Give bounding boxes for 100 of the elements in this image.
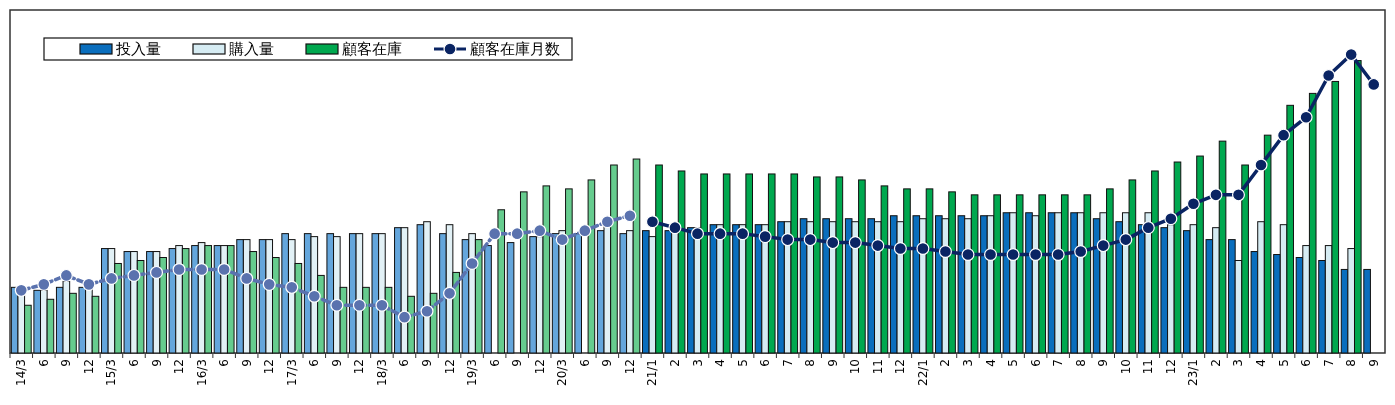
point [555, 233, 569, 247]
x-tick-label: 8 [803, 359, 818, 367]
point [1164, 212, 1178, 226]
x-tick-label: 9 [239, 359, 254, 367]
point [1029, 248, 1043, 262]
x-tick-label: 6 [1299, 359, 1314, 367]
x-tick-label: 9 [1096, 359, 1111, 367]
point [736, 227, 750, 241]
x-tick-label: 4 [713, 359, 728, 367]
point [916, 242, 930, 256]
x-tick-label: 11 [870, 359, 885, 375]
point [1119, 233, 1133, 247]
point [262, 277, 276, 291]
point [645, 215, 659, 229]
x-tick-label: 3 [690, 359, 705, 367]
point [1254, 158, 1268, 172]
legend-label: 購入量 [229, 40, 274, 58]
point [1006, 248, 1020, 262]
x-tick-label: 8 [1073, 359, 1088, 367]
x-tick-label: 9 [510, 359, 525, 367]
point [14, 283, 28, 297]
point [1096, 239, 1110, 253]
x-tick-label: 6 [126, 359, 141, 367]
point [1051, 248, 1065, 262]
point [758, 230, 772, 244]
x-tick-label: 12 [262, 359, 277, 375]
x-tick-label: 2 [1208, 359, 1223, 367]
point [1277, 128, 1291, 142]
x-tick-label: 2 [938, 359, 953, 367]
x-tick-label: 10 [848, 359, 863, 375]
point [803, 233, 817, 247]
x-tick-label: 12 [81, 359, 96, 375]
x-tick-label: 6 [1028, 359, 1043, 367]
x-tick-label: 5 [1276, 359, 1291, 367]
x-tick-label: 21/1 [645, 359, 660, 386]
x-tick-label: 18/3 [374, 359, 389, 386]
x-tick-label: 9 [600, 359, 615, 367]
point [668, 221, 682, 235]
point [488, 227, 502, 241]
x-tick-label: 11 [1141, 359, 1156, 375]
point [195, 262, 209, 276]
x-tick-label: 3 [960, 359, 975, 367]
point [893, 242, 907, 256]
point [285, 280, 299, 294]
point [826, 236, 840, 250]
point [1141, 221, 1155, 235]
x-tick-label: 6 [577, 359, 592, 367]
x-tick-label: 8 [1344, 359, 1359, 367]
legend-label: 顧客在庫月数 [470, 40, 560, 58]
bar [506, 242, 515, 354]
x-tick-label: 2 [667, 359, 682, 367]
x-tick-label: 23/1 [1186, 359, 1201, 386]
point [330, 298, 344, 312]
point [150, 265, 164, 279]
x-tick-label: 12 [172, 359, 187, 375]
point [938, 245, 952, 259]
x-tick-label: 10 [1118, 359, 1133, 375]
point [623, 209, 637, 223]
point [352, 298, 366, 312]
x-tick-label: 6 [487, 359, 502, 367]
point [172, 262, 186, 276]
x-tick-label: 7 [780, 359, 795, 367]
legend-label: 投入量 [115, 40, 161, 58]
point [600, 215, 614, 229]
x-tick-label: 7 [1051, 359, 1066, 367]
x-tick-label: 12 [532, 359, 547, 375]
x-tick-label: 6 [307, 359, 322, 367]
x-tick-label: 12 [442, 359, 457, 375]
point [781, 233, 795, 247]
bar [497, 209, 506, 354]
x-tick-label: 16/3 [194, 359, 209, 386]
x-tick-label: 6 [758, 359, 773, 367]
point [1299, 110, 1313, 124]
point [510, 227, 524, 241]
point [578, 224, 592, 238]
point [1231, 188, 1245, 202]
x-tick-label: 9 [825, 359, 840, 367]
x-tick-label: 6 [36, 359, 51, 367]
x-tick-label: 12 [1163, 359, 1178, 375]
point [984, 248, 998, 262]
x-tick-label: 12 [893, 359, 908, 375]
x-tick-label: 3 [1231, 359, 1246, 367]
x-tick-label: 5 [735, 359, 750, 367]
x-tick-label: 15/3 [104, 359, 119, 386]
point [1344, 48, 1358, 62]
x-tick-label: 6 [397, 359, 412, 367]
x-tick-label: 9 [1366, 359, 1381, 367]
point [1367, 77, 1381, 91]
legend-label: 顧客在庫 [342, 40, 402, 58]
x-tick-label: 7 [1321, 359, 1336, 367]
point [1322, 68, 1336, 82]
point [871, 239, 885, 253]
point [848, 236, 862, 250]
x-tick-label: 14/3 [14, 359, 29, 386]
x-tick-label: 9 [329, 359, 344, 367]
point [1209, 188, 1223, 202]
point [1186, 197, 1200, 211]
point [713, 227, 727, 241]
x-tick-label: 9 [420, 359, 435, 367]
point [104, 271, 118, 285]
